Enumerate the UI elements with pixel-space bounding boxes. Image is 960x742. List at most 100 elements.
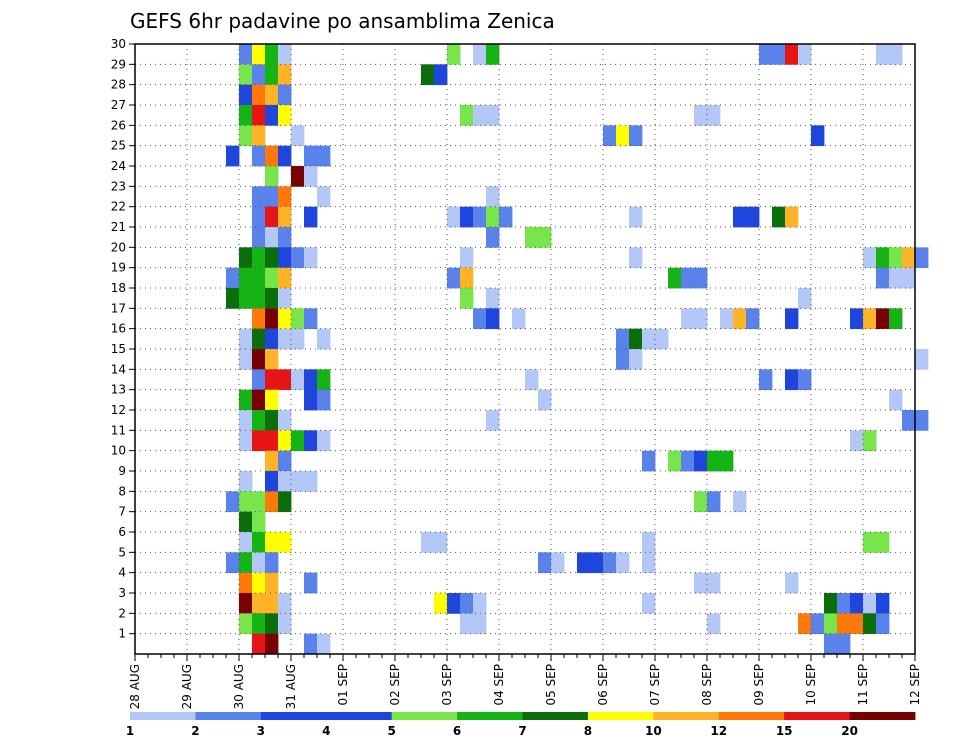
heatmap-cell [265,532,279,553]
heatmap-cell [239,471,253,492]
heatmap-cell [239,491,253,513]
heatmap-cell [915,349,929,370]
y-tick-label: 7 [118,505,126,519]
heatmap-cell [486,227,500,248]
heatmap-cell [278,430,292,452]
heatmap-cell [265,288,279,309]
heatmap-cell [317,369,331,391]
x-tick-label: 12 SEP [908,664,922,706]
heatmap-cell [239,64,253,86]
heatmap-cell [278,247,292,269]
heatmap-cell [304,389,318,411]
y-tick-label: 26 [111,118,126,132]
y-tick-label: 27 [111,98,126,112]
heatmap-cell [239,44,253,65]
heatmap-cell [837,613,851,635]
heatmap-cells [226,44,929,655]
heatmap-cell [616,349,630,370]
heatmap-cell [798,613,812,635]
heatmap-cell [642,328,656,350]
heatmap-cell [278,44,292,65]
heatmap-cell [304,572,318,594]
colorbar-label: 8 [584,724,592,738]
heatmap-cell [863,247,877,269]
heatmap-cell [577,552,591,574]
heatmap-cell [863,308,877,330]
x-tick-label: 04 SEP [492,664,506,706]
colorbar-label: 6 [453,724,461,738]
heatmap-cell [291,125,305,147]
heatmap-cell [252,613,266,635]
y-tick-label: 4 [118,566,126,580]
heatmap-cell [265,308,279,330]
y-tick-label: 6 [118,525,126,539]
heatmap-cell [902,267,916,289]
heatmap-cell [239,105,253,126]
heatmap-cell [291,430,305,452]
heatmap-cell [239,430,253,452]
heatmap-cell [265,227,279,248]
heatmap-cell [317,430,331,452]
y-tick-label: 5 [118,545,126,559]
heatmap-cell [512,308,526,330]
heatmap-cell [278,328,292,350]
y-tick-label: 3 [118,586,126,600]
heatmap-cell [499,206,513,228]
heatmap-cell [538,389,552,411]
y-tick-label: 16 [111,322,126,336]
heatmap-cell [707,613,721,635]
heatmap-cell [239,593,253,614]
heatmap-cell [694,572,708,594]
heatmap-cell [798,369,812,391]
heatmap-cell [785,206,799,228]
heatmap-cell [824,613,838,635]
heatmap-cell [291,247,305,269]
heatmap-cell [265,491,279,513]
heatmap-cell [278,410,292,431]
heatmap-cell [694,450,708,472]
heatmap-cell [733,308,747,330]
heatmap-cell [603,125,617,147]
y-tick-label: 30 [111,37,126,51]
heatmap-cell [876,308,890,330]
heatmap-cell [460,247,474,269]
heatmap-cell [252,633,266,655]
heatmap-cell [785,369,799,391]
y-tick-label: 13 [111,383,126,397]
x-tick-label: 09 SEP [752,664,766,706]
heatmap-cell [265,552,279,574]
heatmap-cell [252,64,266,86]
heatmap-cell [707,105,721,126]
heatmap-cell [304,471,318,492]
y-tick-label: 24 [111,159,126,173]
heatmap-cell [759,44,773,65]
heatmap-cell [265,613,279,635]
heatmap-cell [876,613,890,635]
heatmap-cell [421,532,435,553]
heatmap-cell [824,593,838,614]
y-tick-label: 11 [111,423,126,437]
heatmap-cell [681,308,695,330]
heatmap-cell [629,125,643,147]
x-tick-label: 31 AUG [284,664,298,709]
heatmap-cell [707,450,721,472]
heatmap-cell [252,410,266,431]
colorbar-segment [195,712,262,720]
heatmap-cell [720,450,734,472]
heatmap-cell [772,44,786,65]
heatmap-cell [252,206,266,228]
heatmap-cell [265,166,279,187]
x-tick-label: 10 SEP [804,664,818,706]
y-tick-label: 19 [111,261,126,275]
heatmap-cell [278,288,292,309]
heatmap-cell [434,64,448,86]
colorbar-label: 5 [387,724,395,738]
heatmap-cell [278,84,292,106]
heatmap-cell [642,552,656,574]
heatmap-cell [304,633,318,655]
heatmap-cell [239,125,253,147]
y-tick-label: 20 [111,240,126,254]
heatmap-cell [629,328,643,350]
heatmap-cell [252,247,266,269]
